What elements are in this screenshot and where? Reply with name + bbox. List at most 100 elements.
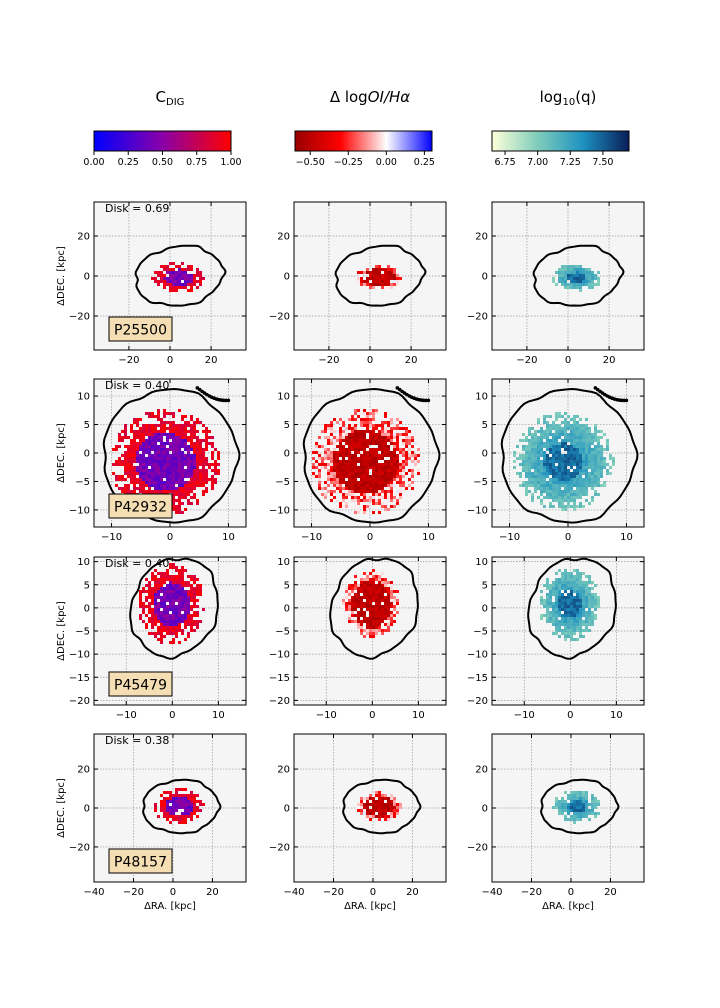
map-pixel — [336, 469, 339, 472]
map-pixel — [142, 454, 145, 457]
map-pixel — [402, 442, 405, 445]
map-pixel — [513, 466, 516, 469]
map-pixel — [184, 496, 187, 499]
map-pixel — [181, 511, 184, 514]
map-pixel — [172, 803, 175, 806]
map-pixel — [552, 457, 555, 460]
map-pixel — [172, 448, 175, 451]
map-pixel — [567, 499, 570, 502]
map-pixel — [160, 800, 163, 803]
map-pixel — [166, 791, 169, 794]
map-pixel — [561, 812, 564, 815]
map-pixel — [190, 484, 193, 487]
star-mask-point — [226, 398, 231, 403]
map-pixel — [390, 812, 393, 815]
map-pixel — [375, 809, 378, 812]
map-pixel — [360, 605, 363, 608]
map-pixel — [408, 472, 411, 475]
map-pixel — [151, 415, 154, 418]
map-pixel — [558, 274, 561, 277]
y-tick-label-2: 0 — [84, 449, 90, 460]
map-pixel — [354, 427, 357, 430]
map-pixel — [369, 475, 372, 478]
map-pixel — [585, 809, 588, 812]
map-pixel — [570, 265, 573, 268]
map-pixel — [591, 460, 594, 463]
map-pixel — [160, 448, 163, 451]
map-pixel — [372, 268, 375, 271]
map-pixel — [522, 463, 525, 466]
map-pixel — [369, 451, 372, 454]
map-pixel — [190, 448, 193, 451]
map-pixel — [214, 472, 217, 475]
map-pixel — [579, 472, 582, 475]
map-pixel — [363, 581, 366, 584]
map-pixel — [558, 481, 561, 484]
map-pixel — [552, 611, 555, 614]
map-pixel — [393, 602, 396, 605]
map-pixel — [582, 460, 585, 463]
map-pixel — [163, 445, 166, 448]
map-pixel — [564, 478, 567, 481]
map-pixel — [184, 463, 187, 466]
map-pixel — [522, 460, 525, 463]
map-pixel — [357, 490, 360, 493]
map-pixel — [211, 463, 214, 466]
map-pixel — [567, 436, 570, 439]
galaxy-contour — [129, 557, 219, 660]
map-pixel — [369, 271, 372, 274]
map-pixel — [339, 460, 342, 463]
map-pixel — [178, 445, 181, 448]
map-pixel — [585, 596, 588, 599]
map-pixel — [366, 430, 369, 433]
map-pixel — [157, 466, 160, 469]
map-pixel — [384, 487, 387, 490]
map-pixel — [366, 451, 369, 454]
map-pixel — [348, 614, 351, 617]
column-title-0: CDIG — [156, 88, 185, 108]
galaxy-contour — [142, 778, 222, 835]
map-pixel — [537, 478, 540, 481]
map-pixel — [387, 499, 390, 502]
map-pixel — [387, 584, 390, 587]
map-pixel — [582, 433, 585, 436]
map-pixel — [175, 791, 178, 794]
map-pixel — [354, 593, 357, 596]
map-pixel — [154, 481, 157, 484]
map-pixel — [151, 572, 154, 575]
map-pixel — [573, 439, 576, 442]
map-pixel — [169, 421, 172, 424]
map-pixel — [205, 436, 208, 439]
map-pixel — [570, 274, 573, 277]
map-pixel — [169, 806, 172, 809]
map-pixel — [187, 794, 190, 797]
map-pixel — [522, 457, 525, 460]
map-pixel — [211, 469, 214, 472]
map-pixel — [351, 415, 354, 418]
map-pixel — [324, 430, 327, 433]
map-pixel — [591, 806, 594, 809]
map-pixel — [555, 797, 558, 800]
map-pixel — [582, 283, 585, 286]
map-pixel — [142, 451, 145, 454]
map-pixel — [576, 424, 579, 427]
map-pixel — [169, 791, 172, 794]
map-pixel — [591, 463, 594, 466]
map-pixel — [169, 289, 172, 292]
map-pixel — [399, 451, 402, 454]
map-pixel — [154, 457, 157, 460]
map-pixel — [561, 445, 564, 448]
map-pixel — [561, 797, 564, 800]
map-pixel — [184, 608, 187, 611]
map-pixel — [175, 430, 178, 433]
map-pixel — [363, 436, 366, 439]
map-pixel — [384, 445, 387, 448]
map-pixel — [151, 430, 154, 433]
map-pixel — [357, 430, 360, 433]
map-pixel — [163, 608, 166, 611]
map-pixel — [567, 502, 570, 505]
map-pixel — [187, 277, 190, 280]
map-pixel — [558, 599, 561, 602]
map-pixel — [597, 803, 600, 806]
map-pixel — [558, 496, 561, 499]
